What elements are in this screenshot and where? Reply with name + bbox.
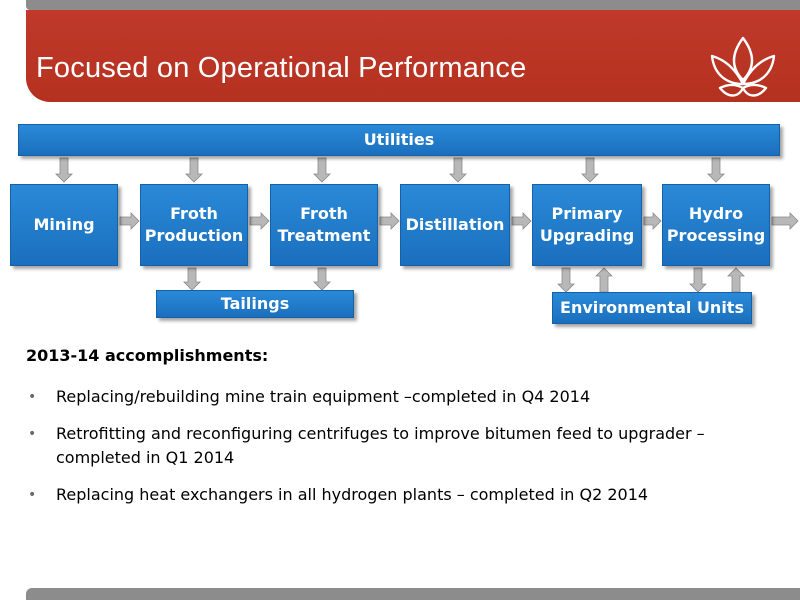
flow-arrow-mining-froth: [119, 212, 140, 230]
arrow-layer: [55, 157, 799, 293]
flow-arrow-distillation-upgrading: [511, 212, 532, 230]
list-item-text: Replacing/rebuilding mine train equipmen…: [56, 387, 591, 406]
page-title: Focused on Operational Performance: [36, 52, 527, 84]
stage-froth-treatment-box: Froth Treatment: [270, 184, 378, 266]
accomplishments-list: • Replacing/rebuilding mine train equipm…: [26, 385, 786, 507]
utilities-down-arrow-3: [449, 157, 467, 183]
froth-treatment-to-tailings-arrow: [313, 267, 331, 291]
flow-arrow-treatment-distillation: [379, 212, 400, 230]
stage-hydro-processing-box: Hydro Processing: [662, 184, 770, 266]
stage-distillation-box: Distillation: [400, 184, 510, 266]
utilities-down-arrow-5: [707, 157, 725, 183]
bullet-dot-icon: •: [28, 487, 37, 503]
accomplishments-heading: 2013-14 accomplishments:: [26, 346, 269, 365]
list-item: • Replacing heat exchangers in all hydro…: [26, 483, 786, 507]
utilities-down-arrow-1: [185, 157, 203, 183]
utilities-down-arrow-2: [313, 157, 331, 183]
bullet-dot-icon: •: [28, 389, 37, 405]
utilities-down-arrow-4: [581, 157, 599, 183]
list-item: • Retrofitting and reconfiguring centrif…: [26, 422, 786, 470]
utilities-down-arrow-0: [55, 157, 73, 183]
bullet-dot-icon: •: [28, 426, 37, 442]
env-to-hydro-arrow: [727, 267, 745, 293]
bottom-accent-bar: [26, 588, 800, 600]
froth-production-to-tailings-arrow: [183, 267, 201, 291]
accomplishments-section: 2013-14 accomplishments: • Replacing/reb…: [26, 346, 786, 520]
process-flow-diagram: Utilities Mining Froth Production Froth …: [0, 118, 800, 338]
top-accent-bar: [26, 0, 800, 10]
flame-petal-logo-icon: [710, 36, 776, 97]
title-banner: Focused on Operational Performance: [26, 10, 800, 102]
tailings-box: Tailings: [156, 290, 354, 318]
env-to-upgrading-arrow: [595, 267, 613, 293]
stage-primary-upgrading-box: Primary Upgrading: [532, 184, 642, 266]
upgrading-to-env-arrow: [557, 267, 575, 293]
list-item: • Replacing/rebuilding mine train equipm…: [26, 385, 786, 409]
flow-arrow-upgrading-hydro: [643, 212, 662, 230]
flow-arrow-hydro-out: [771, 212, 799, 230]
stage-froth-production-box: Froth Production: [140, 184, 248, 266]
stage-mining-box: Mining: [10, 184, 118, 266]
list-item-text: Retrofitting and reconfiguring centrifug…: [56, 424, 705, 467]
list-item-text: Replacing heat exchangers in all hydroge…: [56, 485, 649, 504]
flow-arrow-froth-treatment: [249, 212, 270, 230]
hydro-to-env-arrow: [689, 267, 707, 293]
environmental-units-box: Environmental Units: [552, 292, 752, 324]
utilities-box: Utilities: [18, 124, 780, 156]
